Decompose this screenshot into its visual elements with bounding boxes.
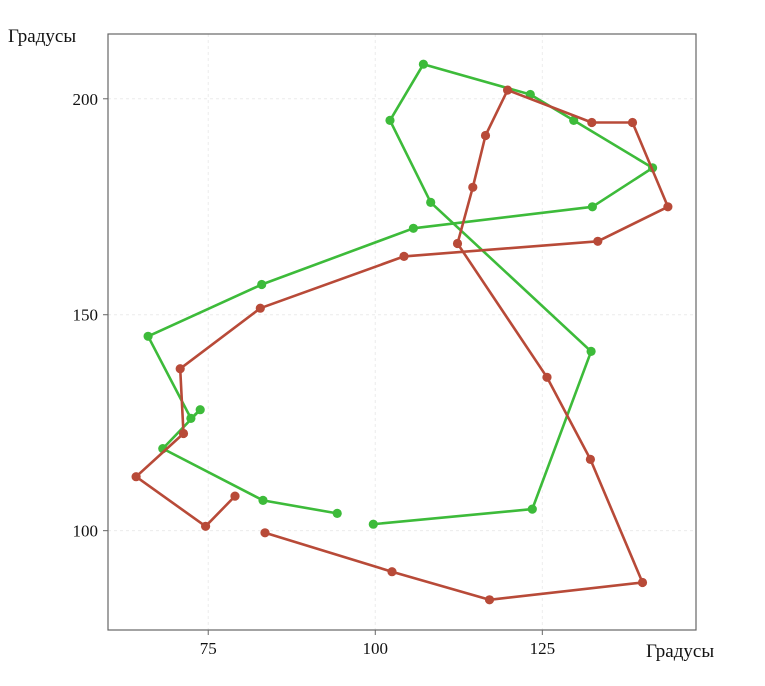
plot-frame — [107, 33, 697, 631]
data-point — [258, 495, 268, 505]
data-point — [201, 521, 211, 531]
series-line — [146, 62, 654, 526]
data-point — [663, 202, 673, 212]
y-tick-label: 200 — [73, 90, 99, 109]
data-point — [186, 413, 196, 423]
data-point — [586, 346, 596, 356]
data-point — [143, 331, 153, 341]
data-point — [385, 115, 395, 125]
data-point — [503, 85, 513, 95]
y-axis-label: Градусы — [8, 26, 77, 47]
x-tick-label: 75 — [200, 639, 217, 658]
data-point — [399, 251, 409, 261]
data-point — [332, 508, 342, 518]
series-line — [134, 88, 670, 602]
data-point — [408, 223, 418, 233]
data-point — [627, 117, 638, 128]
data-point — [260, 528, 270, 538]
data-point — [255, 303, 265, 313]
series — [131, 59, 673, 605]
data-point — [175, 364, 185, 374]
data-point — [484, 595, 495, 605]
data-point — [527, 504, 537, 514]
data-point — [195, 405, 205, 415]
ticks: 75 100 125 100 150 200 — [73, 90, 556, 658]
data-point — [368, 519, 378, 529]
data-point — [426, 197, 436, 207]
x-tick-label: 100 — [363, 639, 389, 658]
data-point — [257, 279, 267, 290]
y-tick-label: 150 — [73, 306, 99, 325]
series-1 — [143, 59, 658, 529]
data-point — [230, 491, 240, 501]
data-point — [587, 202, 598, 212]
data-point — [587, 117, 597, 128]
data-point — [480, 130, 491, 141]
data-point — [585, 454, 596, 464]
data-point — [637, 577, 648, 588]
data-point — [418, 59, 428, 69]
data-point — [387, 567, 397, 577]
y-tick-label: 100 — [73, 522, 99, 541]
data-point — [468, 182, 478, 192]
series-2 — [131, 85, 673, 605]
x-tick-label: 125 — [530, 639, 556, 658]
x-axis-label: Градусы — [646, 641, 715, 662]
data-point — [178, 428, 189, 439]
data-point — [542, 372, 552, 382]
data-point — [131, 472, 141, 482]
data-point — [452, 238, 463, 249]
data-point — [593, 236, 603, 246]
data-point — [569, 115, 579, 125]
